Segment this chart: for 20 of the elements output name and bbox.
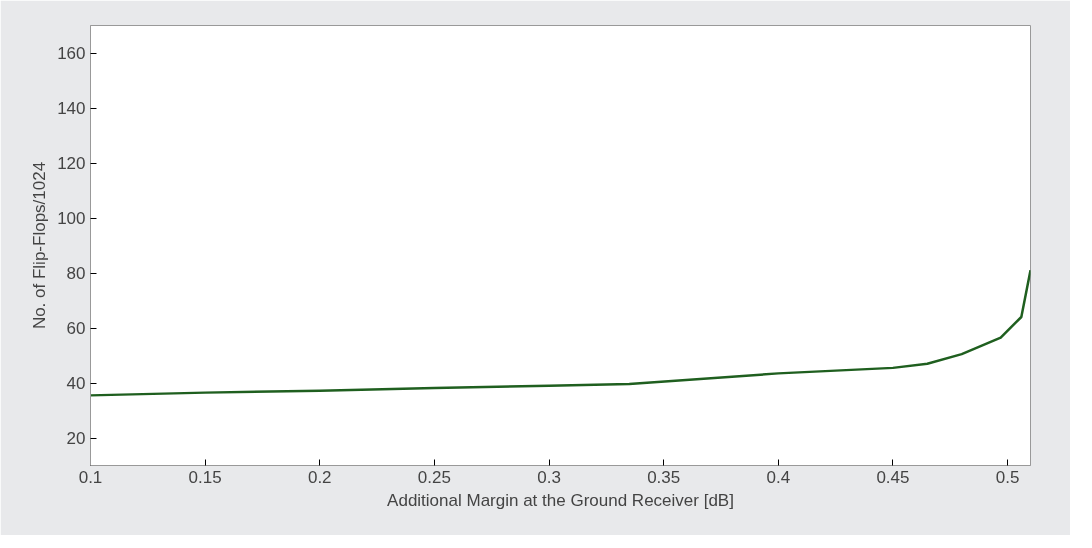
y-tick-label: 80 <box>66 264 86 283</box>
y-tick-label: 120 <box>57 154 86 173</box>
x-tick-label: 0.45 <box>876 467 910 487</box>
x-tick-label: 0.25 <box>417 467 451 487</box>
x-tick-label: 0.1 <box>78 467 103 487</box>
x-tick-label: 0.35 <box>647 467 681 487</box>
line-series <box>90 269 1031 397</box>
y-tick-label: 60 <box>66 319 86 338</box>
y-tick-label: 40 <box>66 374 86 393</box>
y-tick-label: 100 <box>57 209 86 228</box>
x-tick-label: 0.4 <box>766 467 791 487</box>
x-tick-label: 0.2 <box>307 467 332 487</box>
y-tick-label: 160 <box>57 44 86 63</box>
x-tick-label: 0.5 <box>995 467 1020 487</box>
x-axis-title: Additional Margin at the Ground Receiver [dB] <box>387 490 734 510</box>
y-tick-label: 140 <box>57 99 86 118</box>
y-tick-label: 20 <box>66 429 86 448</box>
y-axis-title: No. of Flip-Flops/1024 <box>30 161 50 330</box>
x-tick-label: 0.15 <box>188 467 222 487</box>
x-tick-label: 0.3 <box>537 467 561 487</box>
